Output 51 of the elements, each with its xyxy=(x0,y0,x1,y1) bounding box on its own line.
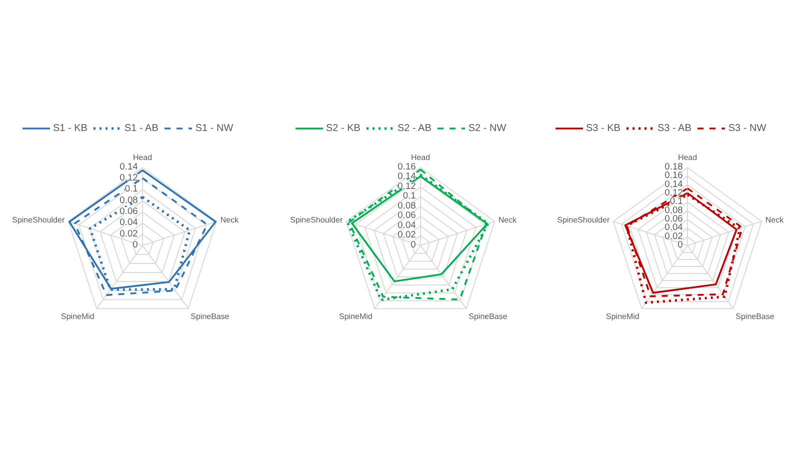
spoke-label: Head xyxy=(132,153,152,162)
y-tick-label: 0.06 xyxy=(120,206,138,216)
y-tick-label: 0 xyxy=(678,239,683,250)
legend-label: S2 - KB xyxy=(326,122,360,134)
legend-label: S1 - NW xyxy=(195,122,234,134)
spoke-label: SpineMid xyxy=(339,312,372,321)
y-tick-label: 0.04 xyxy=(398,220,416,230)
y-tick-label: 0.1 xyxy=(402,190,416,201)
y-tick-label: 0 xyxy=(132,239,138,250)
legend-label: S2 - NW xyxy=(468,122,506,134)
y-tick-label: 0.08 xyxy=(664,204,683,215)
y-tick-label: 0.02 xyxy=(120,228,138,238)
y-tick-label: 0.14 xyxy=(398,171,416,182)
y-tick-label: 0.12 xyxy=(398,180,416,191)
y-tick-label: 0.12 xyxy=(664,187,683,198)
spoke-label: Neck xyxy=(765,216,785,225)
y-tick-label: 0.02 xyxy=(398,230,416,240)
spoke-label: SpineShoulder xyxy=(557,216,610,225)
spoke-label: SpineMid xyxy=(61,312,94,321)
spoke-label: Head xyxy=(678,153,698,162)
spoke-label: SpineBase xyxy=(736,312,775,321)
spoke-label: SpineBase xyxy=(468,312,508,321)
y-tick-label: 0.14 xyxy=(120,161,138,172)
y-tick-label: 0.06 xyxy=(398,210,416,220)
spoke-label: SpineShoulder xyxy=(12,216,65,225)
spoke-label: SpineShoulder xyxy=(290,216,343,225)
y-tick-label: 0.04 xyxy=(120,217,138,228)
y-tick-label: 0.08 xyxy=(398,200,416,210)
y-tick-label: 0.1 xyxy=(670,196,683,206)
y-tick-label: 0.08 xyxy=(120,194,138,205)
spoke-label: SpineBase xyxy=(190,312,230,321)
spoke-label: Neck xyxy=(498,216,518,225)
y-tick-label: 0.12 xyxy=(120,172,138,183)
y-tick-label: 0.06 xyxy=(664,213,683,224)
y-tick-label: 0.1 xyxy=(124,184,138,194)
y-tick-label: 0.16 xyxy=(664,170,683,180)
legend-label: S3 - KB xyxy=(586,122,620,134)
y-tick-label: 0.16 xyxy=(398,161,416,172)
legend-label: S2 - AB xyxy=(397,122,432,134)
spoke-label: SpineMid xyxy=(606,312,640,321)
legend-label: S1 - KB xyxy=(53,122,88,134)
legend-label: S1 - AB xyxy=(124,122,158,134)
y-tick-label: 0.14 xyxy=(664,178,683,189)
legend-label: S3 - AB xyxy=(657,122,692,134)
spoke-label: Head xyxy=(410,153,430,162)
y-tick-label: 0.02 xyxy=(664,230,683,241)
legend-label: S3 - NW xyxy=(728,122,766,134)
y-tick-label: 0.18 xyxy=(664,161,683,172)
spoke-label: Neck xyxy=(220,216,240,225)
y-tick-label: 0.04 xyxy=(664,222,683,232)
y-tick-label: 0 xyxy=(410,239,416,250)
